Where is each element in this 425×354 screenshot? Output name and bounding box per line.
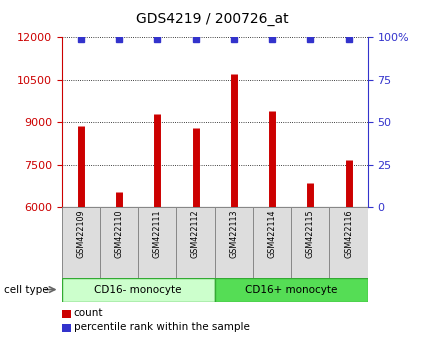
Text: GSM422115: GSM422115 bbox=[306, 209, 315, 258]
Text: GSM422112: GSM422112 bbox=[191, 209, 200, 258]
Bar bbox=[100, 207, 138, 278]
Text: GSM422113: GSM422113 bbox=[229, 209, 238, 258]
Bar bbox=[62, 278, 215, 302]
Text: GSM422111: GSM422111 bbox=[153, 209, 162, 258]
Text: GSM422109: GSM422109 bbox=[76, 209, 85, 258]
Text: CD16+ monocyte: CD16+ monocyte bbox=[245, 285, 337, 295]
Bar bbox=[176, 207, 215, 278]
Bar bbox=[291, 207, 329, 278]
Bar bbox=[62, 207, 100, 278]
Text: cell type: cell type bbox=[4, 285, 49, 295]
Bar bbox=[138, 207, 176, 278]
Bar bbox=[253, 207, 291, 278]
Text: GSM422114: GSM422114 bbox=[267, 209, 277, 258]
Bar bbox=[215, 207, 253, 278]
Text: GDS4219 / 200726_at: GDS4219 / 200726_at bbox=[136, 12, 289, 27]
Bar bbox=[215, 278, 368, 302]
Bar bbox=[329, 207, 368, 278]
Text: count: count bbox=[74, 308, 103, 318]
Text: CD16- monocyte: CD16- monocyte bbox=[94, 285, 182, 295]
Text: GSM422110: GSM422110 bbox=[114, 209, 124, 258]
Text: GSM422116: GSM422116 bbox=[344, 209, 353, 258]
Text: percentile rank within the sample: percentile rank within the sample bbox=[74, 322, 249, 332]
